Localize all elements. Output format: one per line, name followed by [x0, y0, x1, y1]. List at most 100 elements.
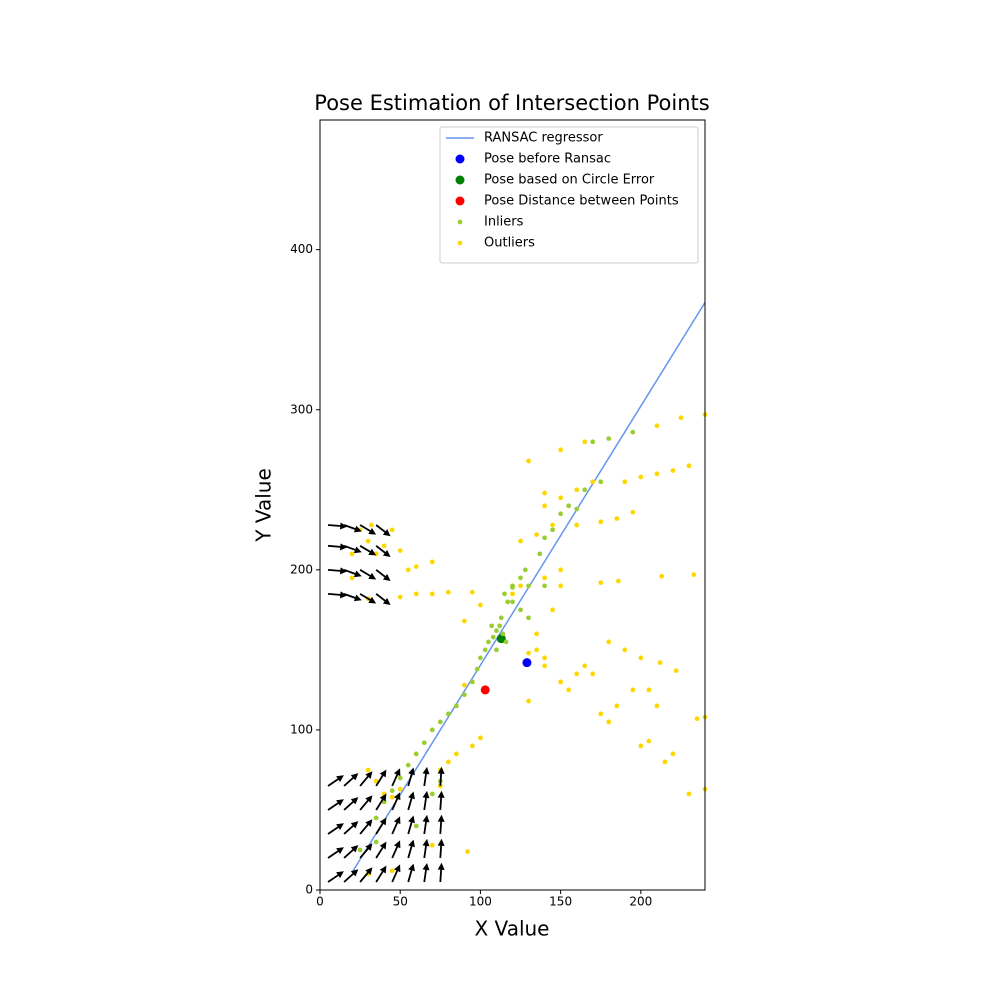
arrow	[437, 766, 445, 787]
point	[558, 679, 563, 685]
point	[510, 591, 515, 597]
point	[542, 490, 547, 496]
arrow	[327, 847, 344, 859]
point	[659, 573, 665, 579]
arrow	[407, 839, 415, 859]
point	[429, 842, 435, 848]
arrow	[375, 841, 387, 859]
point	[526, 698, 531, 704]
point	[474, 666, 480, 672]
point	[500, 631, 506, 637]
point	[429, 559, 435, 565]
point	[429, 727, 435, 733]
arrow	[422, 862, 430, 883]
point	[654, 423, 660, 429]
point	[470, 743, 475, 749]
x-tick-label: 200	[629, 895, 652, 909]
point	[490, 634, 496, 640]
arrow	[407, 791, 415, 811]
point	[638, 474, 644, 480]
point	[389, 794, 395, 800]
arrow	[437, 814, 445, 835]
arrow	[422, 766, 430, 787]
point	[470, 679, 475, 685]
point	[598, 580, 604, 586]
point	[505, 599, 511, 605]
point	[566, 687, 572, 693]
point	[478, 655, 483, 661]
arrow	[327, 522, 348, 530]
arrow	[327, 775, 344, 787]
arrow	[343, 821, 359, 835]
point	[630, 509, 636, 515]
point	[497, 623, 503, 629]
legend-label: Pose based on Circle Error	[484, 173, 655, 188]
y-tick-label: 100	[290, 722, 313, 736]
point	[694, 716, 700, 722]
point	[349, 551, 355, 557]
point	[498, 615, 504, 621]
point	[373, 815, 379, 821]
arrow	[407, 767, 415, 787]
legend-swatch	[457, 219, 463, 225]
point	[566, 503, 572, 509]
point	[526, 458, 531, 464]
point	[518, 583, 523, 589]
arrow	[359, 593, 377, 604]
point	[558, 447, 563, 453]
point	[445, 589, 451, 595]
point	[397, 548, 403, 553]
point	[606, 719, 612, 725]
point	[445, 759, 451, 765]
legend-box	[439, 126, 699, 264]
point	[397, 775, 403, 781]
point	[518, 538, 523, 544]
point	[462, 682, 467, 688]
point	[437, 719, 443, 725]
point	[462, 692, 467, 698]
point	[381, 543, 387, 549]
point	[646, 687, 652, 693]
point	[462, 618, 467, 624]
axes-frame	[319, 119, 706, 891]
point	[534, 631, 539, 637]
legend-label: Outliers	[484, 236, 535, 251]
arrow	[375, 817, 387, 835]
point	[582, 487, 588, 493]
point	[550, 527, 555, 533]
arrow	[391, 864, 401, 883]
point	[542, 663, 547, 669]
arrow	[359, 819, 373, 835]
legend: RANSAC regressor Pose before Ransac Pose b…	[439, 126, 699, 264]
point	[638, 743, 644, 749]
arrow	[422, 814, 430, 835]
point	[670, 751, 676, 757]
point	[482, 647, 488, 653]
point	[413, 564, 419, 570]
arrow	[327, 823, 344, 835]
arrow	[343, 568, 362, 578]
x-tick-label: 0	[316, 895, 324, 909]
arrow	[437, 838, 445, 859]
arrow	[359, 867, 373, 883]
point	[630, 429, 636, 435]
legend-swatch	[455, 154, 465, 164]
point	[445, 711, 451, 717]
point	[518, 607, 523, 613]
point	[373, 839, 379, 845]
point	[574, 487, 580, 493]
arrow	[327, 567, 348, 575]
point	[470, 589, 475, 595]
point	[534, 532, 539, 537]
point	[542, 583, 547, 589]
point	[606, 436, 612, 441]
point	[670, 468, 676, 473]
point	[558, 583, 563, 589]
point	[453, 751, 459, 757]
point	[413, 591, 419, 597]
arrow	[343, 797, 359, 811]
arrow	[327, 871, 344, 883]
x-tick-label: 50	[393, 895, 408, 909]
point	[550, 607, 555, 613]
legend-label: Pose before Ransac	[484, 152, 611, 167]
